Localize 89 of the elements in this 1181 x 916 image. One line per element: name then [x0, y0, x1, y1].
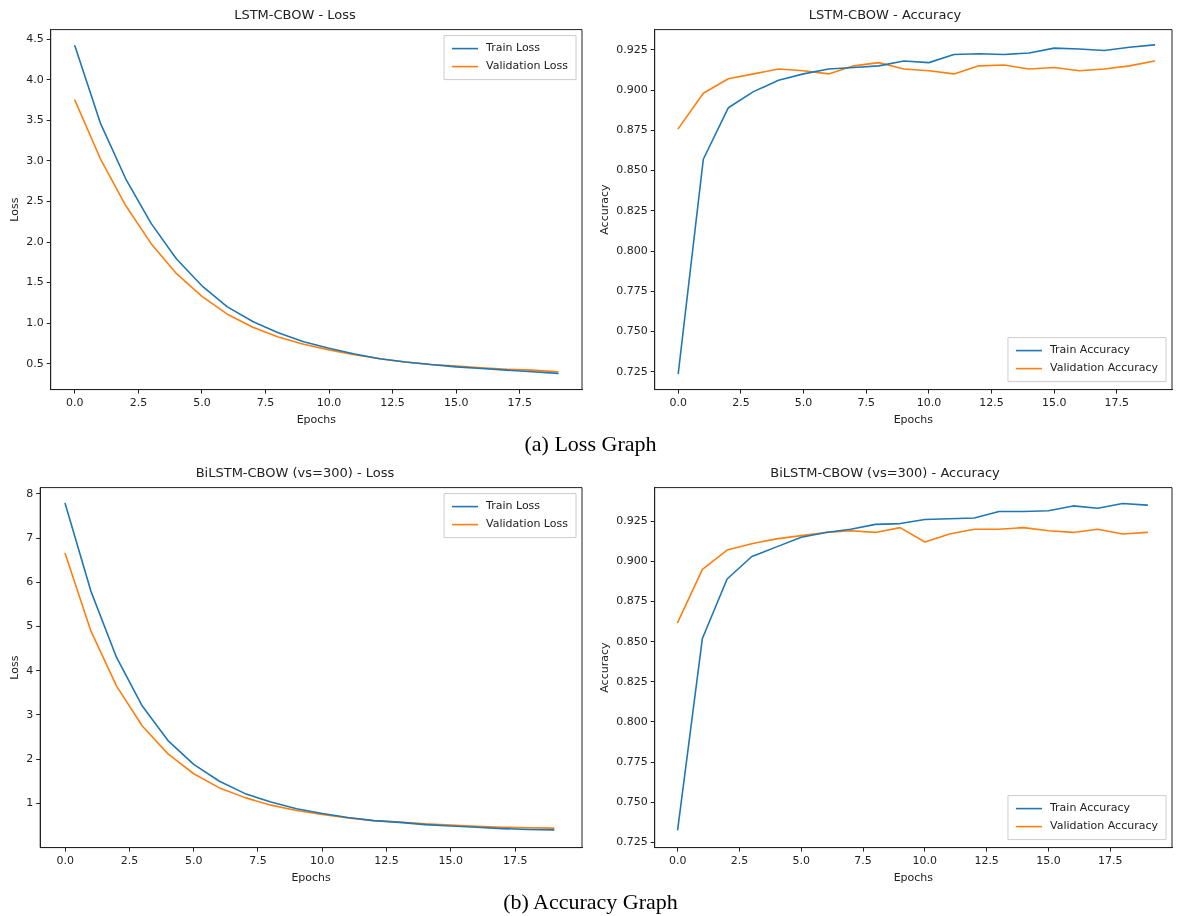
x-tick-label: 15.0	[438, 854, 464, 868]
chart-title: BiLSTM-CBOW (vs=300) - Accuracy	[770, 465, 1001, 481]
chart-title: BiLSTM-CBOW (vs=300) - Loss	[195, 465, 395, 481]
x-tick-label: 2.5	[129, 396, 148, 410]
y-tick-label: 8	[26, 486, 34, 500]
x-tick-label: 7.5	[854, 854, 872, 868]
x-tick-label: 10.0	[912, 854, 938, 868]
x-tick-label: 2.5	[120, 854, 139, 868]
y-tick-label: 1	[26, 796, 34, 810]
y-tick-label: 0.800	[616, 714, 648, 728]
x-tick-label: 5.0	[193, 396, 211, 410]
x-tick-label: 17.5	[507, 396, 532, 410]
y-tick-label: 0.775	[616, 284, 648, 298]
y-tick-label: 4.5	[26, 32, 44, 46]
y-tick-label: 0.750	[616, 324, 648, 338]
y-tick-label: 0.5	[26, 356, 44, 370]
x-tick-label: 12.5	[974, 854, 999, 868]
y-tick-label: 3.5	[26, 113, 44, 127]
x-tick-label: 12.5	[979, 396, 1004, 410]
x-tick-label: 17.5	[1097, 854, 1123, 868]
y-axis-title: Accuracy	[598, 642, 612, 693]
legend-label: Train Accuracy	[1048, 801, 1131, 815]
y-tick-label: 0.825	[616, 203, 648, 217]
y-axis-title: Accuracy	[598, 184, 612, 235]
y-tick-label: 3	[26, 707, 34, 721]
x-tick-label: 10.0	[916, 396, 942, 410]
y-tick-label: 0.775	[616, 755, 648, 768]
text: (a) Loss Graph	[523, 430, 658, 458]
x-tick-label: 15.0	[1041, 396, 1067, 410]
y-tick-label: 0.750	[616, 795, 648, 809]
x-tick-label: 10.0	[316, 396, 342, 410]
y-tick-label: 0.925	[616, 514, 648, 528]
x-axis-title: Epochs	[291, 871, 332, 885]
x-tick-label: 0.0	[66, 396, 84, 410]
x-tick-label: 7.5	[857, 396, 875, 410]
y-tick-label: 1.0	[26, 315, 44, 329]
x-axis-title: Epochs	[296, 413, 337, 427]
x-tick-label: 7.5	[256, 396, 275, 410]
y-tick-label: 4	[26, 663, 34, 677]
x-tick-label: 2.5	[732, 396, 750, 410]
legend-label: Train Accuracy	[1048, 343, 1131, 357]
y-tick-label: 4.0	[26, 72, 44, 86]
x-tick-label: 17.5	[1104, 396, 1130, 410]
y-tick-label: 0.850	[616, 634, 648, 648]
y-tick-label: 0.725	[616, 835, 648, 849]
x-axis-title: Epochs	[893, 413, 934, 427]
y-tick-label: 1.5	[26, 275, 44, 289]
legend-label: Validation Loss	[486, 517, 569, 531]
y-tick-label: 2.5	[26, 194, 44, 208]
legend-label: Train Loss	[485, 499, 541, 513]
y-tick-label: 0.900	[616, 82, 648, 96]
x-tick-label: 12.5	[380, 396, 405, 410]
y-tick-label: 2	[26, 752, 34, 766]
chart-title: LSTM-CBOW - Accuracy	[808, 7, 962, 23]
text: (b) Accuracy Graph	[502, 888, 679, 916]
x-tick-label: 12.5	[374, 854, 399, 868]
legend-label: Train Loss	[485, 41, 541, 55]
legend-label: Validation Loss	[486, 59, 569, 73]
x-tick-label: 0.0	[668, 854, 687, 868]
x-tick-label: 17.5	[502, 854, 528, 868]
x-tick-label: 0.0	[669, 396, 687, 410]
y-tick-label: 0.800	[616, 243, 648, 257]
y-tick-label: 0.925	[616, 42, 648, 56]
x-tick-label: 7.5	[249, 854, 267, 868]
x-tick-label: 2.5	[730, 854, 749, 868]
x-tick-label: 5.0	[794, 396, 813, 410]
x-tick-label: 10.0	[310, 854, 335, 868]
y-tick-label: 0.875	[616, 123, 648, 137]
y-axis-title: Loss	[8, 655, 22, 680]
y-tick-label: 3.0	[26, 153, 44, 167]
y-tick-label: 6	[26, 575, 34, 589]
y-axis-title: Loss	[8, 197, 22, 222]
chart-title: LSTM-CBOW - Loss	[234, 7, 357, 23]
x-axis-title: Epochs	[893, 871, 934, 885]
x-tick-label: 5.0	[792, 854, 811, 868]
y-tick-label: 7	[26, 530, 34, 544]
y-tick-label: 2.0	[26, 234, 44, 248]
y-tick-label: 0.825	[616, 674, 648, 688]
y-tick-label: 0.900	[616, 554, 648, 568]
legend-label: Validation Accuracy	[1049, 819, 1159, 833]
y-tick-label: 0.725	[616, 364, 648, 378]
x-tick-label: 0.0	[56, 854, 74, 868]
y-tick-label: 0.850	[616, 163, 648, 177]
x-tick-label: 15.0	[1036, 854, 1061, 868]
legend-label: Validation Accuracy	[1049, 361, 1159, 375]
y-tick-label: 0.875	[616, 594, 648, 608]
y-tick-label: 5	[26, 619, 34, 633]
x-tick-label: 5.0	[184, 854, 203, 868]
x-tick-label: 15.0	[443, 396, 469, 410]
